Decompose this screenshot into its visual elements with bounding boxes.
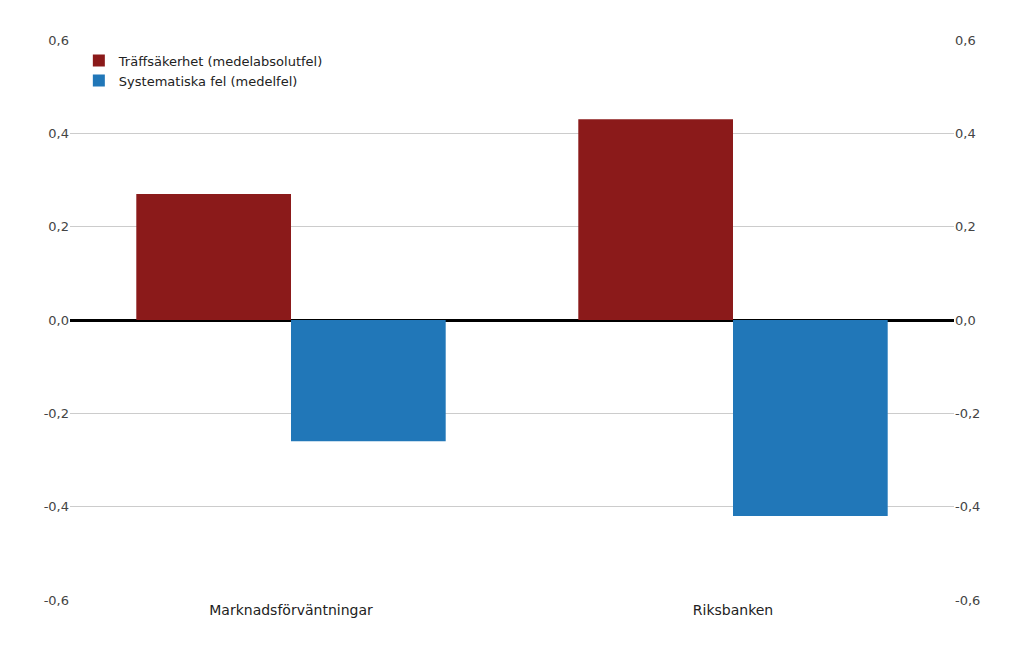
svg-text:0,2: 0,2: [955, 219, 976, 234]
svg-text:Riksbanken: Riksbanken: [693, 602, 773, 618]
svg-text:0,0: 0,0: [955, 313, 976, 328]
svg-text:Marknadsförväntningar: Marknadsförväntningar: [209, 602, 373, 618]
svg-text:-0,4: -0,4: [44, 499, 69, 514]
svg-text:0,6: 0,6: [955, 33, 976, 48]
svg-text:-0,6: -0,6: [955, 593, 980, 608]
svg-text:-0,2: -0,2: [955, 406, 980, 421]
svg-text:-0,6: -0,6: [44, 593, 69, 608]
svg-text:-0,4: -0,4: [955, 499, 980, 514]
svg-text:0,0: 0,0: [48, 313, 69, 328]
svg-text:0,2: 0,2: [48, 219, 69, 234]
svg-text:Systematiska fel (medelfel): Systematiska fel (medelfel): [119, 74, 298, 89]
svg-text:Träffsäkerhet (medelabsolutfel: Träffsäkerhet (medelabsolutfel): [118, 54, 322, 69]
svg-text:-0,2: -0,2: [44, 406, 69, 421]
svg-text:0,4: 0,4: [48, 126, 69, 141]
svg-text:0,4: 0,4: [955, 126, 976, 141]
svg-text:0,6: 0,6: [48, 33, 69, 48]
